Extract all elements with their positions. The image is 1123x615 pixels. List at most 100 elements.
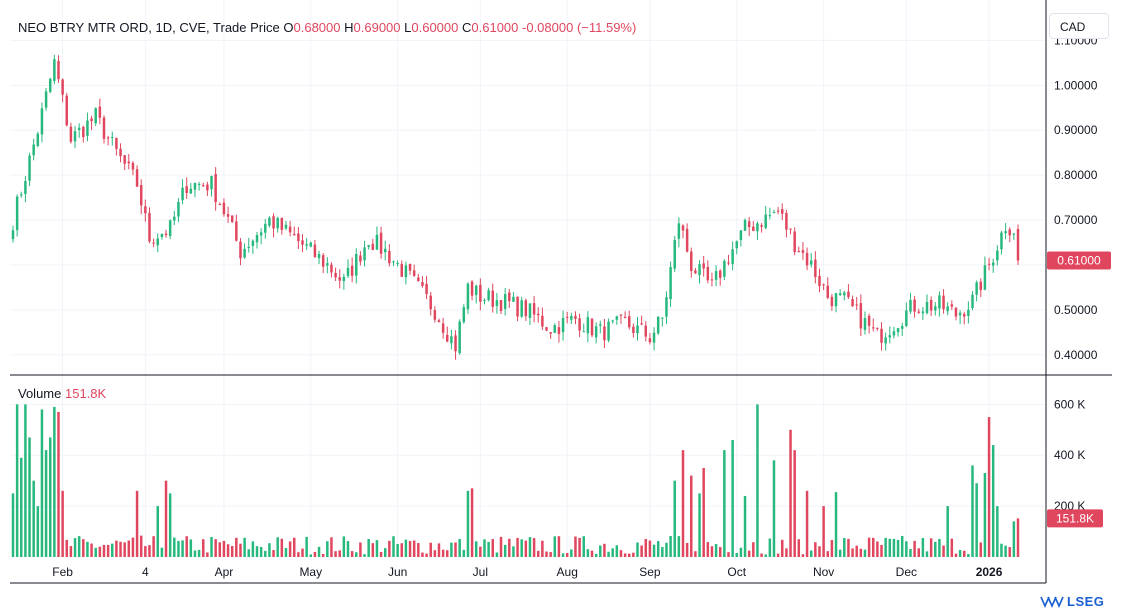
candle-body xyxy=(346,267,350,276)
candle-body xyxy=(102,117,106,139)
volume-bar xyxy=(73,538,77,557)
candle-body xyxy=(412,270,416,276)
volume-bar xyxy=(491,539,494,557)
volume-bar xyxy=(15,404,19,557)
volume-bar xyxy=(644,539,648,557)
volume-bar xyxy=(962,550,966,557)
candle-body xyxy=(971,294,974,309)
candle-body xyxy=(859,303,863,329)
volume-bar xyxy=(731,439,734,557)
volume-bar xyxy=(243,537,246,557)
candle-body xyxy=(863,318,867,330)
candle-body xyxy=(15,196,19,231)
candle-body xyxy=(28,155,31,181)
volume-bar xyxy=(685,542,689,557)
volume-bar xyxy=(218,542,222,557)
candle-body xyxy=(1016,229,1020,261)
volume-bar xyxy=(987,417,991,557)
candle-body xyxy=(77,127,81,130)
volume-bar xyxy=(735,552,739,557)
volume-bar xyxy=(202,539,205,557)
candle-body xyxy=(326,263,329,266)
volume-bar xyxy=(106,545,110,557)
volume-bar xyxy=(615,545,619,557)
candle-body xyxy=(954,307,958,317)
candle-body xyxy=(694,270,697,274)
candle-body xyxy=(44,91,48,108)
volume-bar xyxy=(549,552,552,557)
candle-body xyxy=(888,335,892,338)
volume-bar xyxy=(392,536,395,557)
volume-bar xyxy=(239,543,242,557)
volume-bar xyxy=(582,536,585,557)
volume-bar xyxy=(98,546,102,557)
candle-body xyxy=(822,284,825,286)
candle-body xyxy=(139,185,143,206)
candle-body xyxy=(549,332,552,334)
volume-bar xyxy=(189,539,193,557)
volume-bar xyxy=(210,536,213,557)
volume-bar xyxy=(520,539,523,557)
volume-bar xyxy=(942,545,945,557)
candle-body xyxy=(90,118,93,122)
volume-bar xyxy=(913,540,916,557)
volume-bar xyxy=(781,539,784,557)
candle-body xyxy=(603,326,606,341)
volume-bar xyxy=(123,542,126,557)
candle-body xyxy=(1008,229,1011,236)
candle-body xyxy=(24,180,27,194)
volume-bar xyxy=(77,536,81,557)
candle-body xyxy=(284,224,288,229)
volume-bar xyxy=(599,545,602,557)
volume-bar xyxy=(1000,543,1003,557)
candle-body xyxy=(714,271,718,280)
time-tick-label: Dec xyxy=(896,565,917,579)
candle-body xyxy=(855,304,858,306)
volume-bar xyxy=(326,541,329,557)
time-tick-label: Oct xyxy=(727,565,746,579)
volume-bar xyxy=(938,538,941,557)
volume-bar xyxy=(541,540,544,557)
candle-body xyxy=(756,223,759,232)
candle-body xyxy=(640,323,643,325)
candle-body xyxy=(268,217,271,226)
candle-body xyxy=(65,95,69,126)
candle-body xyxy=(371,243,375,250)
candle-body xyxy=(185,186,188,194)
candle-body xyxy=(437,320,441,323)
volume-bar xyxy=(888,538,892,557)
volume-bar xyxy=(230,546,234,557)
currency-button[interactable]: CAD xyxy=(1049,13,1109,39)
candle-body xyxy=(900,326,904,329)
volume-bar xyxy=(876,541,879,557)
candle-body xyxy=(272,216,275,229)
candle-body xyxy=(934,306,937,311)
candle-body xyxy=(202,185,205,187)
volume-bar xyxy=(946,506,949,557)
volume-bar xyxy=(36,506,40,557)
volume-bar xyxy=(53,406,56,557)
candle-body xyxy=(379,232,383,254)
candle-body xyxy=(342,276,346,282)
candle-body xyxy=(632,326,635,333)
candle-body xyxy=(503,294,507,309)
candle-body xyxy=(809,260,813,265)
volume-bar xyxy=(338,550,341,557)
volume-bar xyxy=(334,551,337,557)
candle-body xyxy=(702,263,705,269)
candle-body xyxy=(446,334,449,342)
volume-bar xyxy=(797,539,801,557)
volume-bar xyxy=(32,480,35,557)
volume-bar xyxy=(632,552,635,557)
candle-body xyxy=(309,242,313,247)
high-label: H xyxy=(344,20,354,35)
time-tick-label: Aug xyxy=(557,565,578,579)
candle-body xyxy=(553,325,557,333)
candle-body xyxy=(636,325,639,334)
candle-body xyxy=(983,265,987,290)
volume-bar xyxy=(111,543,114,557)
candle-body xyxy=(276,217,279,229)
volume-bar xyxy=(144,546,147,557)
candle-body xyxy=(747,221,751,228)
